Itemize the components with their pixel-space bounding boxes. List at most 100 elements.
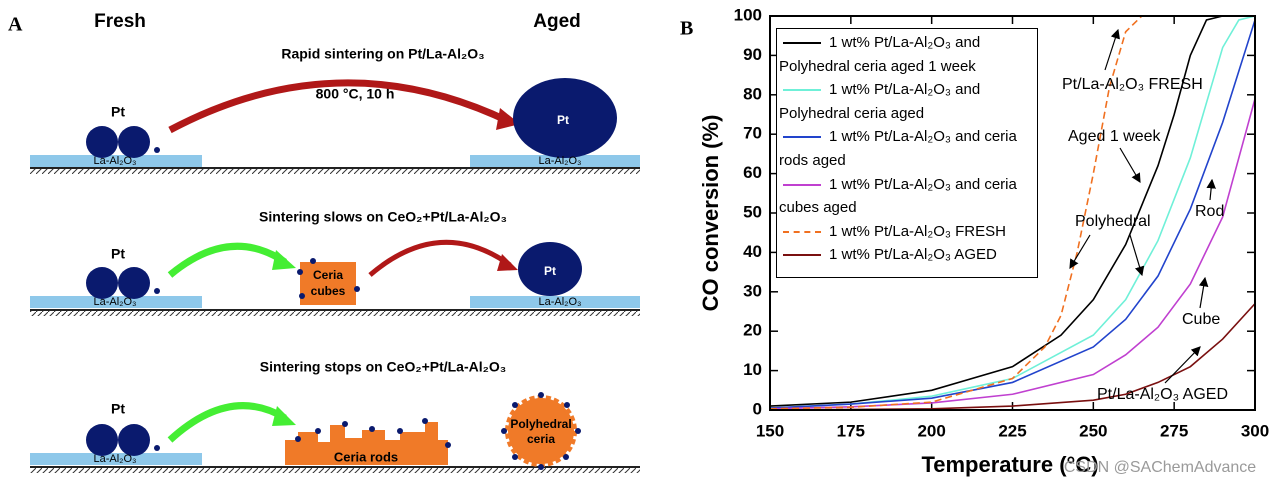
legend-entry: 1 wt% Pt/La-Al₂O₃ FRESH	[779, 220, 1037, 244]
particle	[518, 242, 582, 296]
legend: 1 wt% Pt/La-Al₂O₃ and Polyhedral ceria a…	[776, 28, 1038, 278]
support-label: La-Al₂O₃	[94, 296, 137, 308]
support	[30, 453, 202, 465]
x-tick-label: 200	[917, 421, 945, 440]
particle	[118, 126, 150, 158]
y-tick-label: 0	[753, 399, 762, 418]
legend-label: 1 wt% Pt/La-Al₂O₃ AGED	[829, 246, 997, 264]
annotation-arrow	[1069, 234, 1091, 270]
legend-label: 1 wt% Pt/La-Al₂O₃ and ceria rods aged	[779, 128, 1017, 169]
arrow	[167, 242, 287, 278]
series-line	[769, 303, 1256, 411]
arrow	[368, 239, 512, 277]
arrow	[168, 79, 512, 134]
arrow	[167, 402, 287, 443]
particle	[86, 126, 118, 158]
panel-label: A	[8, 14, 23, 36]
annotation: Aged 1 week	[1068, 128, 1162, 145]
annotation: Pt/La-Al₂O₃ FRESH	[1062, 76, 1203, 93]
series-line	[769, 15, 1255, 407]
annotation: Rod	[1195, 203, 1224, 220]
particle	[86, 267, 118, 299]
plot-frame	[769, 15, 1256, 411]
pt-label: Pt	[557, 113, 569, 127]
pt-label: Pt	[111, 104, 125, 120]
ceria-cube	[300, 262, 356, 305]
legend-swatch	[783, 42, 821, 45]
series-line	[769, 15, 1255, 410]
ground	[30, 168, 640, 174]
annotation-arrow	[1104, 28, 1120, 71]
y-tick-label: 90	[743, 45, 762, 64]
legend-swatch	[783, 89, 821, 92]
y-tick-label: 80	[743, 84, 762, 103]
legend-label: 1 wt% Pt/La-Al₂O₃ and ceria cubes aged	[779, 175, 1017, 217]
legend-entry: 1 wt% Pt/La-Al₂O₃ AGED	[779, 243, 1037, 267]
annotation: Polyhedral	[1075, 213, 1151, 230]
legend-entry: 1 wt% Pt/La-Al₂O₃ and Polyhedral ceria a…	[779, 78, 1037, 125]
heading: Aged	[533, 11, 581, 32]
pt-label: Pt	[544, 264, 556, 278]
panel-label: B	[680, 18, 693, 40]
legend-swatch	[783, 136, 821, 139]
particle	[118, 267, 150, 299]
legend-entry: 1 wt% Pt/La-Al₂O₃ and ceria cubes aged	[779, 173, 1037, 220]
support	[470, 155, 640, 167]
ceria-label: Ceria	[313, 268, 343, 282]
heading: Fresh	[94, 11, 146, 32]
particle	[513, 78, 617, 158]
condition: 800 °C, 10 h	[316, 86, 395, 102]
legend-swatch	[783, 254, 821, 257]
legend-swatch	[783, 183, 821, 186]
y-tick-label: 100	[734, 5, 762, 24]
particle	[154, 147, 160, 153]
support-label: La-Al₂O₃	[539, 296, 582, 308]
y-axis-label: CO conversion (%)	[698, 115, 723, 312]
legend-swatch	[783, 230, 821, 233]
arrow-head	[272, 406, 296, 426]
ceria-label: cubes	[311, 284, 346, 298]
y-tick-label: 40	[743, 242, 762, 261]
x-tick-label: 225	[998, 421, 1026, 440]
x-tick-label: 150	[756, 421, 784, 440]
y-tick-label: 20	[743, 321, 762, 340]
y-tick-label: 70	[743, 124, 762, 143]
particle	[86, 424, 118, 456]
support	[470, 296, 640, 308]
legend-label: 1 wt% Pt/La-Al₂O₃ FRESH	[829, 222, 1006, 240]
pt-label: Pt	[111, 246, 125, 262]
particle	[118, 424, 150, 456]
particle	[154, 445, 160, 451]
x-tick-label: 275	[1160, 421, 1188, 440]
ground	[30, 310, 640, 316]
annotation-arrow	[1198, 276, 1209, 309]
legend-entry: 1 wt% Pt/La-Al₂O₃ and Polyhedral ceria a…	[779, 31, 1037, 78]
x-tick-label: 250	[1079, 421, 1107, 440]
legend-entry: 1 wt% Pt/La-Al₂O₃ and ceria rods aged	[779, 125, 1037, 172]
particle	[154, 288, 160, 294]
x-tick-label: 175	[837, 421, 865, 440]
watermark: CSDN @SAChemAdvance	[1064, 459, 1256, 476]
annotation-arrow	[1119, 147, 1141, 184]
annotation-arrow	[1129, 234, 1145, 277]
ceria-label: ceria	[527, 432, 555, 446]
x-tick-label: 300	[1241, 421, 1269, 440]
row-title: Rapid sintering on Pt/La-Al₂O₃	[281, 46, 484, 62]
legend-label: 1 wt% Pt/La-Al₂O₃ and Polyhedral ceria a…	[779, 34, 981, 75]
arrow-head	[497, 254, 518, 271]
legend-box: 1 wt% Pt/La-Al₂O₃ and Polyhedral ceria a…	[776, 28, 1038, 278]
support-label: La-Al₂O₃	[94, 155, 137, 167]
arrow-head	[272, 250, 296, 270]
annotation-arrow	[1164, 346, 1201, 384]
ground	[30, 467, 640, 473]
ceria-label: Polyhedral	[510, 417, 571, 431]
annotation: Cube	[1182, 311, 1220, 328]
y-tick-label: 60	[743, 163, 762, 182]
panel-a: A Fresh Aged Rapid sintering on Pt/La-Al…	[8, 11, 640, 473]
series-line	[769, 19, 1256, 409]
support	[30, 296, 202, 308]
panel-b: B CO conversion (%) Temperature (°C) CSD…	[680, 18, 1256, 477]
support-label: La-Al₂O₃	[539, 155, 582, 167]
x-axis-label: Temperature (°C)	[921, 452, 1098, 477]
legend-label: 1 wt% Pt/La-Al₂O₃ and Polyhedral ceria a…	[779, 81, 981, 122]
